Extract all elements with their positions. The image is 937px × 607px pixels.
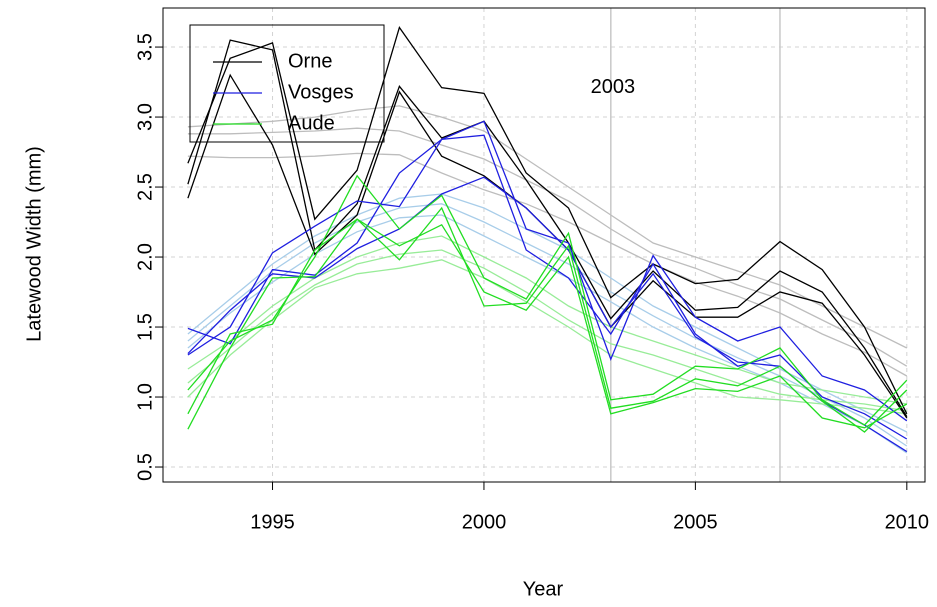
x-tick-label: 1995 [250,511,295,533]
y-tick-label: 0.5 [134,453,156,481]
series-line [187,39,908,417]
series-line [187,214,908,454]
x-tick-label: 2010 [885,511,930,533]
series-line [187,259,907,415]
series-line [187,218,908,429]
series-line [187,26,908,415]
series-line [187,152,908,377]
legend-label: Vosges [288,81,354,103]
y-tick-label: 2.0 [134,243,156,271]
series-line [187,120,908,422]
series-line [187,203,908,447]
series-line [187,249,907,412]
y-tick-label: 1.0 [134,383,156,411]
y-tick-label: 1.5 [134,313,156,341]
legend-box [189,24,385,143]
legend-label: Aude [288,112,335,134]
x-axis-label: Year [523,578,564,600]
series-line [187,105,908,349]
y-axis-label: Latewood Width (mm) [23,146,45,342]
series-line [187,235,907,405]
annotation: 2003 [591,76,636,98]
series-line [187,174,908,426]
series-line [187,134,908,440]
x-tick-label: 2000 [462,511,507,533]
series-line [187,127,908,367]
y-tick-label: 3.0 [134,103,156,131]
series-line [187,206,908,433]
plot-frame [162,7,926,483]
legend-label: Orne [288,50,332,72]
y-tick-label: 3.5 [134,33,156,61]
y-tick-label: 2.5 [134,173,156,201]
x-tick-label: 2005 [673,511,718,533]
